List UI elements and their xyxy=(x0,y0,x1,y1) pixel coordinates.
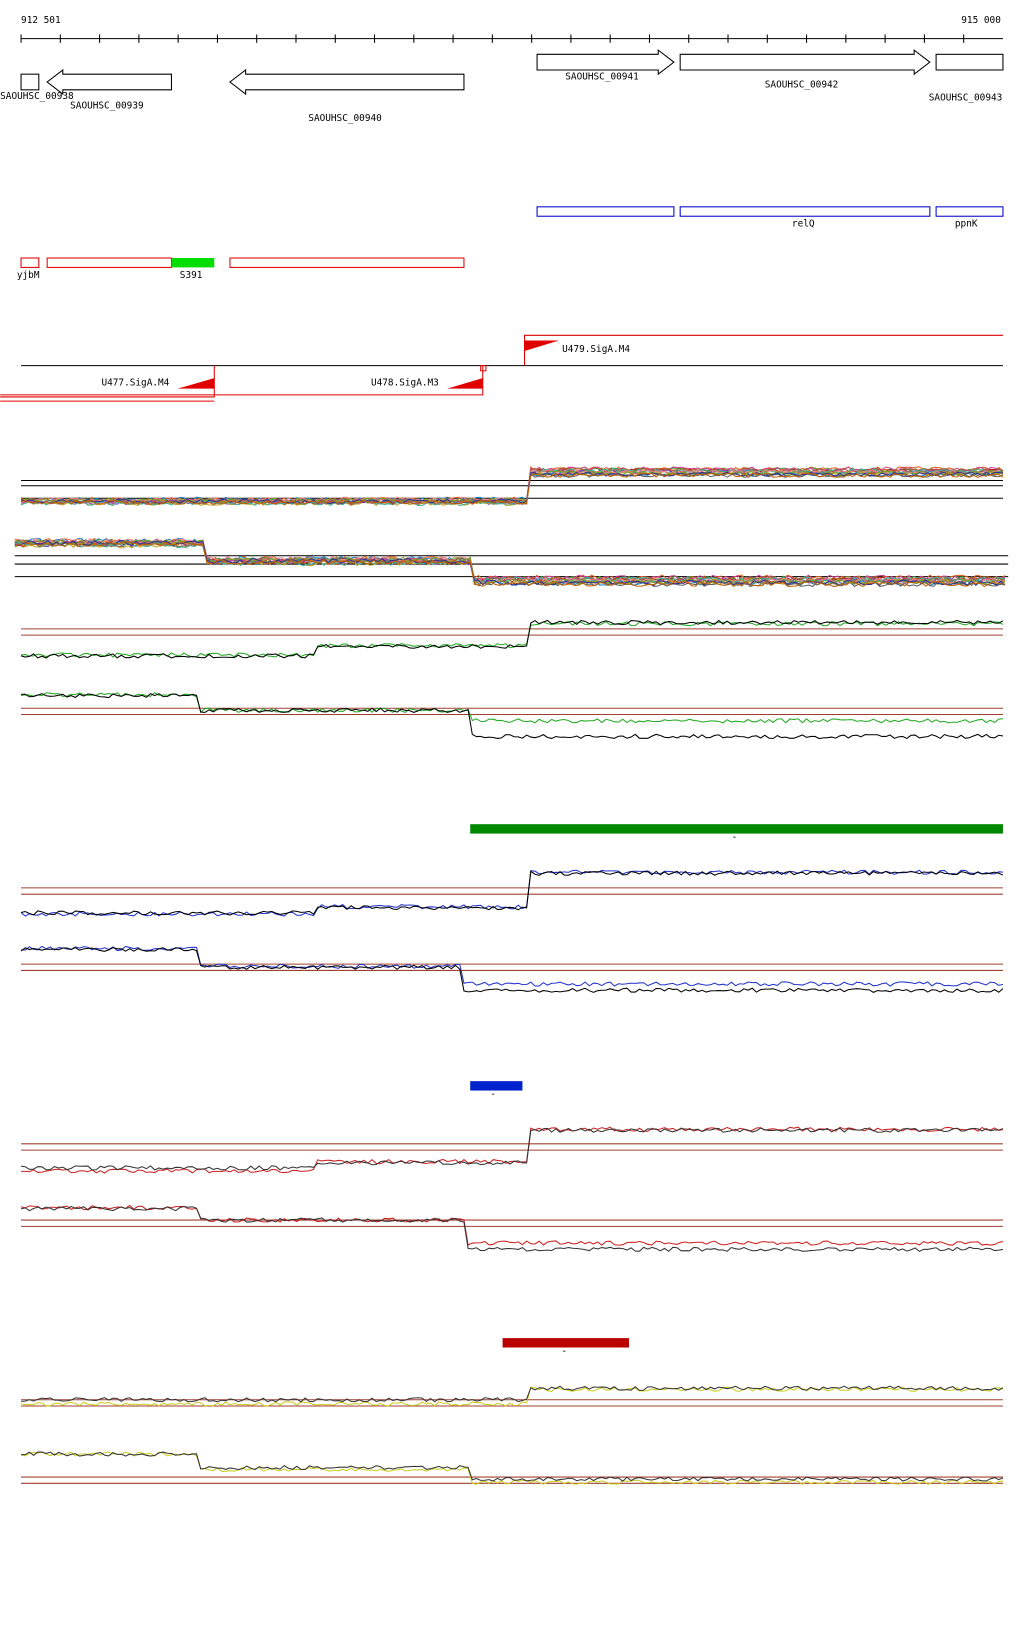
gene-box xyxy=(20,73,40,91)
track-line xyxy=(20,870,1004,916)
track-line xyxy=(20,471,1003,503)
promoter-flag xyxy=(447,378,483,389)
red-features xyxy=(20,257,465,268)
ruler-end: 915 000 xyxy=(961,15,1001,26)
track-line xyxy=(21,1385,1004,1403)
track-line xyxy=(21,692,1004,740)
track-line xyxy=(21,1451,1004,1482)
promoter-label: U478.SigA.M3 xyxy=(371,377,439,388)
promoter-flag xyxy=(177,378,215,389)
promoter-label: U477.SigA.M4 xyxy=(101,377,169,388)
feature xyxy=(679,206,931,217)
track-line xyxy=(20,471,1004,505)
gene-arrow xyxy=(536,49,675,76)
condition-bar xyxy=(502,1338,629,1348)
feature xyxy=(935,206,1004,217)
condition-bar xyxy=(470,1081,523,1091)
bar-mark: - xyxy=(732,832,738,843)
feature xyxy=(20,257,40,268)
expression-tracks xyxy=(14,465,1009,1485)
track-line xyxy=(20,472,1004,506)
track-line xyxy=(20,621,1004,658)
track-line xyxy=(20,1205,1004,1253)
gene-arrow xyxy=(679,49,931,76)
gene-label: SAOUHSC_00939 xyxy=(70,101,144,112)
track-line xyxy=(14,541,1006,582)
track-line xyxy=(20,1127,1004,1171)
gene-label: SAOUHSC_00941 xyxy=(565,71,639,82)
promoter-line xyxy=(0,365,215,398)
feature-highlight xyxy=(171,258,215,268)
gene-arrow xyxy=(229,68,465,96)
feature-label: relQ xyxy=(792,219,815,230)
track-line xyxy=(20,619,1004,659)
promoter-flag xyxy=(524,340,560,351)
promoters xyxy=(0,334,1003,402)
condition-bar xyxy=(470,824,1003,834)
feature xyxy=(46,257,172,268)
feature xyxy=(536,206,675,217)
track-line xyxy=(20,946,1004,993)
gene-label: SAOUHSC_00943 xyxy=(929,92,1003,103)
ruler-ticks xyxy=(20,34,965,43)
track-line xyxy=(20,692,1003,724)
promoter-line xyxy=(524,334,1003,366)
feature-label: S391 xyxy=(180,270,203,281)
track-line xyxy=(21,1126,1004,1174)
gene-box xyxy=(935,53,1004,71)
feature-label: yjbM xyxy=(17,270,40,281)
track-line xyxy=(14,540,1006,581)
gene-label: SAOUHSC_00938 xyxy=(0,91,74,102)
track-line xyxy=(20,470,1004,504)
gene-label: SAOUHSC_00942 xyxy=(765,80,839,91)
genes xyxy=(20,49,1004,96)
blue-features xyxy=(536,206,1004,217)
feature xyxy=(229,257,465,268)
promoter-label: U479.SigA.M4 xyxy=(562,344,630,355)
bar-mark: - xyxy=(490,1089,496,1100)
gene-arrow xyxy=(46,68,172,96)
track-line xyxy=(20,869,1003,917)
bar-mark: - xyxy=(561,1346,567,1357)
track-line xyxy=(14,539,1006,586)
track-line xyxy=(20,468,1004,507)
track-line xyxy=(20,1386,1004,1407)
promoter-line xyxy=(0,365,484,396)
track-line xyxy=(20,1204,1004,1246)
track-line xyxy=(14,541,1006,588)
track-line xyxy=(21,945,1004,987)
ruler-start: 912 501 xyxy=(21,15,61,26)
gene-label: SAOUHSC_00940 xyxy=(308,113,382,124)
feature-label: ppnK xyxy=(955,219,978,230)
promoter-box xyxy=(480,365,487,372)
